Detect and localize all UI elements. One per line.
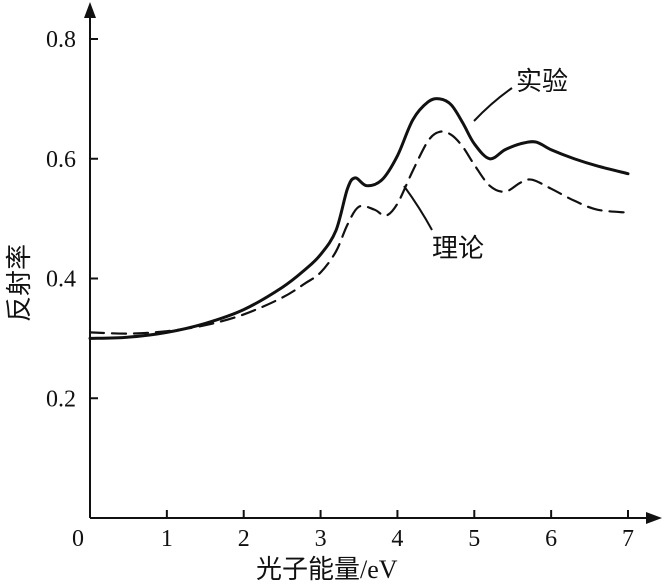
x-tick-label: 3	[315, 526, 327, 552]
y-tick-label: 0.8	[46, 27, 76, 53]
x-tick-label: 4	[391, 526, 403, 552]
axes	[84, 2, 662, 524]
x-axis-arrow-icon	[646, 512, 662, 524]
x-tick-label: 0	[72, 526, 84, 552]
series-label-leader-experiment	[473, 87, 513, 122]
series-label-leader-theory	[403, 185, 433, 231]
y-tick-label: 0.4	[46, 267, 76, 293]
x-tick-label: 2	[238, 526, 250, 552]
series-line-theory	[88, 130, 630, 335]
y-tick-label: 0.6	[46, 147, 76, 173]
y-ticks: 0.2 0.4 0.6 0.8	[46, 27, 98, 412]
x-ticks: 0 1 2 3 4 5 6 7	[72, 510, 634, 552]
y-axis-label: 反射率	[5, 244, 34, 322]
series-group	[88, 97, 630, 340]
series-line-experiment	[88, 97, 630, 340]
x-tick-label: 1	[161, 526, 173, 552]
y-tick-label: 0.2	[46, 386, 76, 412]
x-tick-label: 5	[468, 526, 480, 552]
series-label-theory: 理论	[432, 234, 484, 263]
x-axis-label: 光子能量/eV	[256, 555, 398, 584]
series-label-experiment: 实验	[516, 67, 568, 96]
x-tick-label: 6	[545, 526, 557, 552]
y-axis-arrow-icon	[84, 2, 96, 18]
x-tick-label: 7	[622, 526, 634, 552]
